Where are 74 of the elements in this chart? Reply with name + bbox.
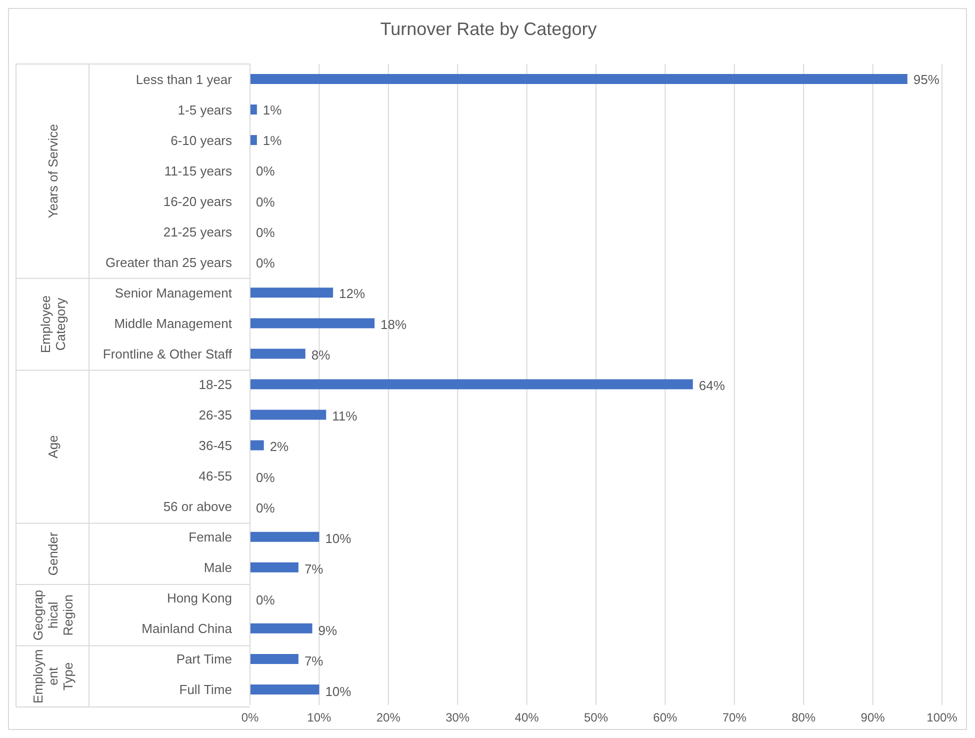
y-tick-label: Greater than 25 years — [106, 254, 232, 270]
bar — [250, 684, 320, 694]
data-label: 0% — [256, 470, 276, 485]
y-tick-label: 16-20 years — [163, 194, 232, 209]
y-tick-label: Frontline & Other Staff — [102, 346, 232, 362]
data-label: 0% — [256, 164, 276, 179]
y-tick-label: 56 or above — [163, 499, 232, 514]
x-tick-label: 50% — [584, 710, 608, 725]
bar — [250, 318, 375, 328]
y-tick-label: 11-15 years — [164, 163, 232, 178]
text: Gender — [45, 532, 60, 576]
x-tick-label: 60% — [653, 710, 678, 725]
data-label: 64% — [698, 378, 726, 393]
x-tick-label: 90% — [860, 710, 886, 725]
x-tick-label: 0% — [241, 710, 259, 725]
bar — [250, 74, 908, 84]
y-tick-label: Male — [204, 560, 232, 576]
x-tick-label: 80% — [792, 710, 816, 725]
x-tick-label: 100% — [926, 710, 958, 725]
x-tick-label: 20% — [376, 710, 401, 725]
y-tick-label: Senior Management — [114, 285, 232, 300]
text: Employment Type — [30, 649, 75, 704]
data-label: 7% — [304, 562, 324, 577]
y-tick-label: Hong Kong — [166, 590, 232, 606]
data-label: 10% — [325, 684, 352, 700]
text: Age — [45, 435, 60, 458]
text: Years of Service — [45, 124, 60, 218]
bar — [250, 440, 264, 450]
x-tick-label: 30% — [446, 710, 470, 725]
data-label: 10% — [325, 531, 352, 546]
x-tick-label: 10% — [307, 710, 332, 725]
bar — [250, 379, 693, 390]
y-tick-label: 1-5 years — [178, 102, 232, 118]
y-tick-label: 36-45 — [198, 438, 232, 454]
chart-title: Turnover Rate by Category — [379, 19, 598, 40]
bar — [250, 135, 257, 146]
data-label: 0% — [256, 592, 276, 608]
text: Employee Category — [38, 295, 68, 354]
bar — [250, 410, 326, 420]
y-tick-label: Full Time — [179, 682, 232, 698]
y-tick-label: Middle Management — [114, 316, 232, 331]
y-tick-label: Mainland China — [142, 621, 233, 636]
y-tick-label: 21-25 years — [163, 224, 232, 240]
bar — [250, 348, 306, 359]
bar — [250, 623, 312, 634]
bar — [250, 288, 334, 298]
data-label: 0% — [256, 194, 276, 210]
data-label: 8% — [311, 347, 331, 362]
y-tick-label: 26-35 — [198, 408, 232, 423]
data-label: 0% — [256, 256, 276, 271]
data-label: 12% — [339, 286, 366, 302]
data-label: 11% — [332, 408, 358, 424]
data-label: 18% — [380, 316, 408, 332]
x-tick-label: 40% — [514, 710, 540, 725]
data-label: 2% — [270, 439, 290, 454]
y-tick-label: Less than 1 year — [136, 72, 233, 87]
data-label: 95% — [913, 72, 940, 87]
data-label: 0% — [256, 224, 276, 240]
bar — [250, 562, 298, 572]
data-label: 1% — [262, 102, 282, 118]
y-tick-label: Female — [188, 530, 232, 545]
y-tick-label: 6-10 years — [170, 132, 232, 148]
bar — [250, 104, 257, 115]
y-tick-label: Part Time — [176, 652, 232, 667]
data-label: 9% — [318, 622, 338, 638]
text: Geographical Region — [30, 590, 75, 640]
x-tick-label: 70% — [722, 710, 747, 725]
data-label: 7% — [304, 654, 324, 669]
data-label: 1% — [262, 133, 282, 148]
y-tick-label: 46-55 — [198, 468, 232, 484]
bar — [250, 654, 298, 664]
y-tick-label: 18-25 — [198, 377, 232, 392]
data-label: 0% — [256, 500, 276, 516]
bar — [250, 532, 320, 542]
